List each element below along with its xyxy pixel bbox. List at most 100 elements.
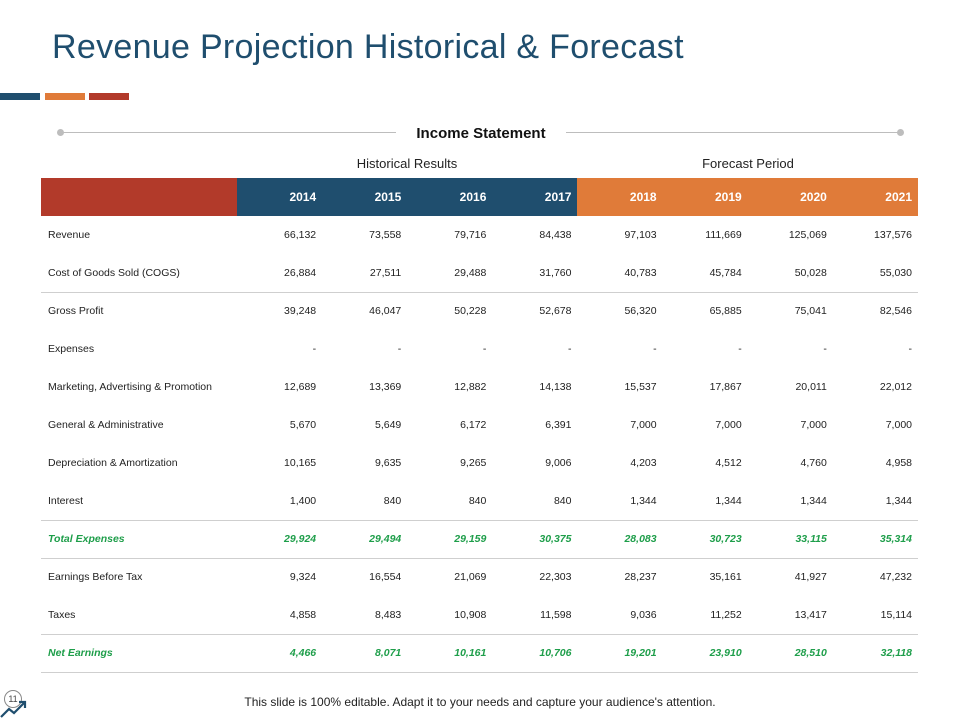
- value-cell-2017: 11,598: [492, 596, 578, 635]
- row-label: Gross Profit: [48, 305, 104, 318]
- page-number: 11: [4, 690, 22, 708]
- row-label: Net Earnings: [41, 634, 238, 673]
- value-cell-2015: 8,071: [322, 634, 408, 673]
- year-header-row: 2014 2015 2016 2017 2018 2019 2020 2021: [41, 178, 918, 216]
- value-cell-2015: 73,558: [369, 229, 402, 241]
- value-cell-2015: 27,511: [322, 254, 408, 293]
- year-header-2017: 2017: [492, 178, 578, 216]
- value-cell-2016: 9,265: [460, 457, 487, 469]
- value-cell-2017: 30,375: [492, 520, 578, 559]
- accent-bar-blue: [0, 93, 40, 100]
- statement-body: Revenue 66,132 73,558 79,716 84,438 97,103 111…: [41, 216, 918, 673]
- value-cell-2018: 97,103: [624, 229, 657, 241]
- value-cell-2015: 5,649: [374, 419, 402, 431]
- year-header-2014: 2014: [237, 178, 323, 216]
- value-cell-2021: 82,546: [879, 305, 912, 318]
- value-cell-2018: 4,203: [630, 457, 657, 469]
- value-cell-2014: 39,248: [284, 305, 317, 318]
- historical-results-label: Historical Results: [356, 156, 458, 171]
- value-cell-2019: 45,784: [662, 254, 748, 293]
- row-label: Revenue: [48, 229, 91, 241]
- row-label: Expenses: [48, 343, 95, 355]
- value-cell-2020: 33,115: [747, 520, 833, 559]
- year-header-2015: 2015: [322, 178, 408, 216]
- row-label: Taxes: [41, 596, 238, 635]
- value-cell-2020: 125,069: [788, 229, 827, 241]
- value-cell-2021: 55,030: [832, 254, 918, 293]
- footer-note: This slide is 100% editable. Adapt it to…: [244, 695, 716, 709]
- value-cell-2015: -: [397, 343, 402, 355]
- value-cell-2014: 4,466: [237, 634, 323, 673]
- table-row: Earnings Before Tax 9,324 16,554 21,069 22,3…: [41, 558, 918, 596]
- value-cell-2020: 50,028: [747, 254, 833, 293]
- value-cell-2015: 13,369: [369, 381, 402, 393]
- value-cell-2017: 840: [492, 482, 578, 521]
- value-cell-2017: 31,760: [492, 254, 578, 293]
- row-label: Earnings Before Tax: [48, 571, 143, 584]
- value-cell-2018: 40,783: [577, 254, 663, 293]
- value-cell-2016: 29,488: [407, 254, 493, 293]
- value-cell-2015: 29,494: [322, 520, 408, 559]
- row-label: Cost of Goods Sold (COGS): [41, 254, 238, 293]
- table-row: Taxes 4,858 8,483 10,908 11,598 9,036 11,252 13…: [41, 596, 918, 635]
- value-cell-2014: 5,670: [289, 419, 317, 431]
- value-cell-2015: 8,483: [322, 596, 408, 635]
- value-cell-2018: 1,344: [577, 482, 663, 521]
- year-header-2016: 2016: [407, 178, 493, 216]
- value-cell-2016: 50,228: [454, 305, 487, 318]
- table-row: Marketing, Advertising & Promotion 12,689…: [41, 368, 918, 406]
- table-row: Net Earnings 4,466 8,071 10,161 10,706 19,201…: [41, 634, 918, 673]
- value-cell-2015: 46,047: [369, 305, 402, 318]
- table-row: Interest 1,400 840 840 840 1,344 1,344 1,344 1,3…: [41, 482, 918, 521]
- value-cell-2016: 29,159: [407, 520, 493, 559]
- value-cell-2019: 23,910: [662, 634, 748, 673]
- value-cell-2021: 15,114: [832, 596, 918, 635]
- row-label: Interest: [41, 482, 238, 521]
- value-cell-2019: 111,669: [705, 229, 742, 241]
- divider-dot-icon: [897, 129, 904, 136]
- table-row: Revenue 66,132 73,558 79,716 84,438 97,103 111…: [41, 216, 918, 254]
- value-cell-2019: 4,512: [715, 457, 742, 469]
- value-cell-2018: 19,201: [577, 634, 663, 673]
- value-cell-2017: 10,706: [492, 634, 578, 673]
- value-cell-2019: 11,252: [662, 596, 748, 635]
- value-cell-2021: 1,344: [832, 482, 918, 521]
- table-row: Total Expenses 29,924 29,494 29,159 30,375 28…: [41, 520, 918, 559]
- value-cell-2019: 30,723: [662, 520, 748, 559]
- table-row: General & Administrative 5,670 5,649 6,172 6…: [41, 406, 918, 444]
- value-cell-2017: 52,678: [539, 305, 572, 318]
- value-cell-2021: -: [908, 343, 913, 355]
- value-cell-2021: 47,232: [879, 571, 912, 584]
- divider-line-right: [566, 132, 900, 133]
- value-cell-2017: 14,138: [539, 381, 572, 393]
- value-cell-2014: 10,165: [284, 457, 317, 469]
- value-cell-2016: 12,882: [454, 381, 487, 393]
- value-cell-2017: 9,006: [545, 457, 572, 469]
- value-cell-2021: 7,000: [885, 419, 912, 431]
- section-title: Income Statement: [416, 125, 546, 142]
- income-statement-table: 2014 2015 2016 2017 2018 2019 2020 2021 Revenue…: [41, 178, 918, 673]
- value-cell-2019: 65,885: [709, 305, 742, 318]
- value-cell-2017: -: [567, 343, 572, 355]
- table-row: Expenses - - - - - - - -: [41, 330, 918, 368]
- value-cell-2015: 840: [322, 482, 408, 521]
- value-cell-2015: 9,635: [374, 457, 402, 469]
- value-cell-2016: 21,069: [454, 571, 487, 584]
- value-cell-2020: 41,927: [794, 571, 827, 584]
- table-row: Depreciation & Amortization 10,165 9,635 9,…: [41, 444, 918, 482]
- value-cell-2020: 75,041: [794, 305, 827, 318]
- value-cell-2014: 12,689: [284, 381, 317, 393]
- value-cell-2021: 35,314: [832, 520, 918, 559]
- value-cell-2020: 13,417: [747, 596, 833, 635]
- value-cell-2019: 1,344: [662, 482, 748, 521]
- accent-bar-red: [89, 93, 129, 100]
- row-label: Marketing, Advertising & Promotion: [48, 381, 212, 393]
- value-cell-2018: 28,237: [624, 571, 657, 584]
- table-row: Gross Profit 39,248 46,047 50,228 52,678 56,3…: [41, 292, 918, 330]
- value-cell-2015: 16,554: [369, 571, 402, 584]
- value-cell-2019: -: [738, 343, 742, 355]
- value-cell-2018: 9,036: [577, 596, 663, 635]
- year-header-2019: 2019: [662, 178, 748, 216]
- value-cell-2017: 84,438: [539, 229, 572, 241]
- value-cell-2021: 32,118: [832, 634, 918, 673]
